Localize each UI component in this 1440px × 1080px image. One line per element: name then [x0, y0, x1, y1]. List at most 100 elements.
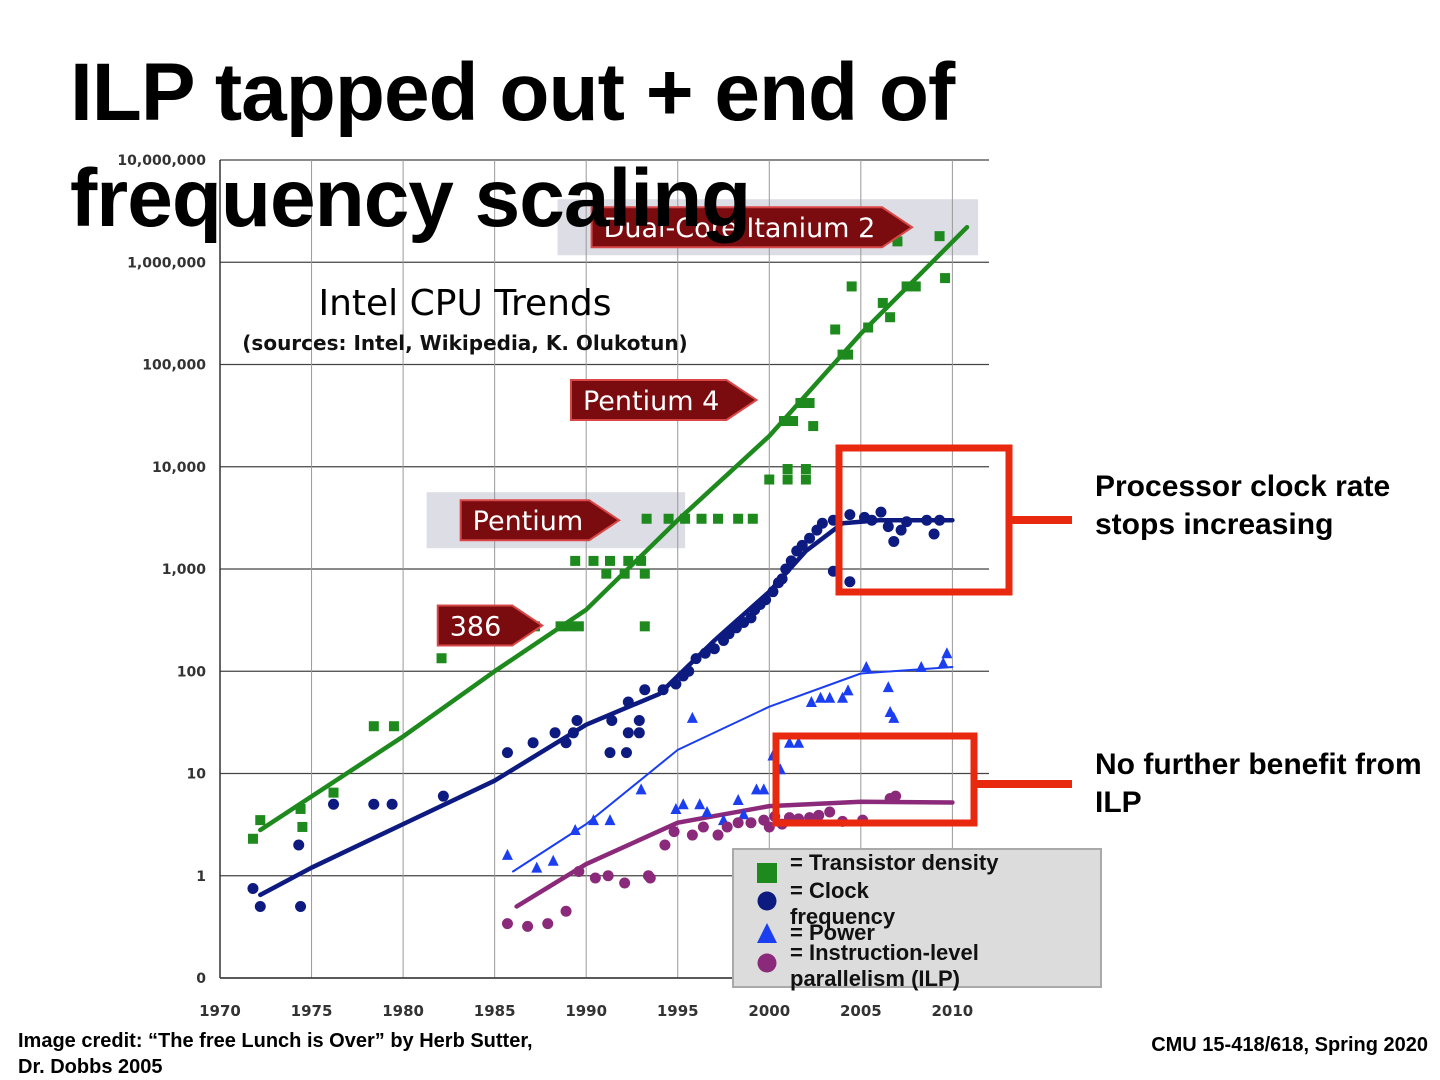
data-point	[297, 821, 308, 832]
data-point	[328, 787, 339, 798]
data-point	[785, 555, 797, 567]
legend-label-power: = Power	[790, 920, 875, 945]
data-point	[639, 621, 650, 632]
data-point	[937, 657, 949, 669]
chart-subtitle: (sources: Intel, Wikipedia, K. Olukotun)	[242, 331, 687, 355]
x-tick-label: 1990	[565, 1002, 607, 1020]
data-point	[633, 714, 645, 726]
x-tick-label: 1995	[657, 1002, 699, 1020]
data-point	[690, 653, 702, 665]
data-point	[527, 737, 539, 749]
data-point	[783, 736, 795, 748]
callout-box-ilp	[772, 732, 978, 827]
data-point	[570, 555, 581, 566]
y-tick-label: 100	[177, 664, 206, 680]
data-point	[843, 349, 854, 360]
data-point	[501, 918, 513, 930]
data-point	[588, 814, 600, 826]
data-point	[732, 817, 744, 829]
data-point	[604, 814, 616, 826]
data-point	[602, 870, 614, 882]
data-point	[589, 872, 601, 884]
data-point	[763, 821, 775, 833]
data-point	[604, 555, 615, 566]
data-point	[892, 236, 903, 247]
data-point	[622, 727, 634, 739]
data-point	[712, 829, 724, 841]
data-point	[758, 783, 770, 795]
data-point	[571, 714, 583, 726]
data-point	[795, 398, 806, 409]
data-point	[663, 513, 674, 524]
data-point	[686, 829, 698, 841]
data-point	[780, 563, 792, 575]
slide-title: ILP tapped out + end of frequency scalin…	[70, 47, 955, 244]
data-point	[644, 872, 656, 884]
legend-label-clock: = Clock frequency	[790, 878, 896, 929]
data-point	[254, 901, 266, 913]
x-tick-label: 1970	[199, 1002, 241, 1020]
data-point	[436, 653, 447, 664]
data-point	[804, 532, 816, 544]
data-point	[723, 628, 735, 640]
data-point	[782, 474, 793, 485]
callout-ilp: No further benefit from ILP	[1095, 748, 1422, 819]
y-tick-label: 1	[196, 869, 206, 885]
chart-title: Intel CPU Trends	[318, 283, 611, 324]
x-tick-label: 2000	[748, 1002, 790, 1020]
y-tick-label: 1,000,000	[127, 255, 206, 271]
data-point	[733, 513, 744, 524]
image-credit: Image credit: “The free Lunch is Over” b…	[18, 1030, 533, 1078]
data-point	[837, 349, 848, 360]
data-point	[437, 790, 449, 802]
circle-icon	[757, 953, 777, 973]
data-point	[680, 513, 691, 524]
data-point	[745, 817, 757, 829]
data-point	[542, 918, 554, 930]
data-point	[915, 661, 927, 673]
data-point	[501, 747, 513, 759]
data-point	[844, 509, 856, 521]
data-point	[670, 802, 682, 814]
x-tick-label: 1975	[291, 1002, 333, 1020]
y-tick-label: 0	[196, 971, 206, 987]
callout-clock-rate: Processor clock rate stops increasing	[1095, 470, 1391, 541]
data-point	[686, 711, 698, 723]
data-point	[796, 539, 808, 551]
data-point	[639, 684, 651, 696]
data-point	[295, 901, 307, 913]
data-point	[657, 684, 669, 696]
data-point	[844, 576, 856, 588]
data-point	[639, 568, 650, 579]
data-point	[895, 524, 907, 536]
data-point	[901, 516, 913, 528]
processor-label-text: Pentium	[473, 506, 584, 537]
data-point	[800, 464, 811, 475]
data-point	[721, 821, 733, 833]
data-point	[885, 312, 896, 323]
y-tick-label: 10	[187, 767, 207, 783]
data-point	[368, 798, 380, 810]
x-tick-label: 2005	[840, 1002, 882, 1020]
circle-icon	[757, 891, 777, 911]
data-point	[386, 798, 398, 810]
data-point	[750, 783, 762, 795]
data-point	[863, 322, 874, 333]
data-point	[247, 833, 258, 844]
data-point	[255, 815, 266, 826]
data-point	[940, 273, 951, 284]
data-point	[888, 535, 900, 547]
data-point	[764, 474, 775, 485]
data-point	[767, 586, 779, 598]
data-point	[815, 691, 827, 703]
processor-label-text: 386	[450, 612, 502, 643]
course-label: CMU 15-418/618, Spring 2020	[1151, 1034, 1428, 1056]
data-point	[668, 826, 680, 838]
data-point	[573, 866, 585, 878]
data-point	[882, 681, 894, 693]
data-point	[824, 691, 836, 703]
data-point	[547, 854, 559, 866]
data-point	[683, 665, 695, 677]
data-point	[805, 696, 817, 708]
data-point	[564, 621, 575, 632]
